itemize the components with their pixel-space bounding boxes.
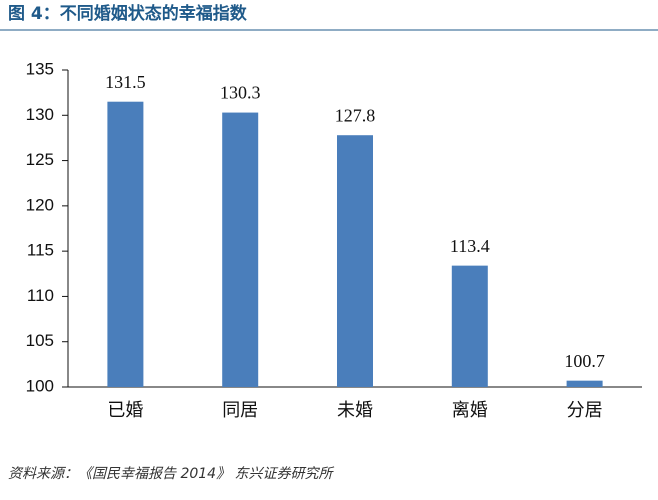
y-tick-label: 135: [26, 59, 54, 78]
chart-title: 图 4：不同婚姻状态的幸福指数: [8, 3, 248, 24]
bar: [222, 112, 259, 387]
x-tick-label: 已婚: [107, 400, 143, 421]
value-label: 131.5: [105, 72, 146, 92]
y-tick-label: 100: [26, 376, 54, 395]
y-tick-label: 105: [26, 331, 54, 350]
value-label: 113.4: [450, 236, 490, 256]
source-note: 资料来源：《国民幸福报告 2014》 东兴证券研究所: [8, 466, 335, 482]
y-tick-label: 120: [26, 195, 54, 214]
bar: [337, 135, 373, 387]
bar: [107, 101, 144, 387]
value-label: 127.8: [335, 105, 376, 125]
value-label: 130.3: [220, 83, 261, 103]
bar: [451, 265, 488, 387]
y-tick-label: 110: [27, 286, 54, 305]
y-tick-label: 115: [27, 241, 54, 260]
x-tick-label: 未婚: [337, 400, 373, 421]
y-tick-label: 130: [26, 105, 54, 124]
value-label: 100.7: [564, 351, 605, 371]
x-tick-label: 同居: [222, 400, 258, 421]
x-tick-label: 离婚: [452, 400, 488, 421]
x-tick-label: 分居: [567, 400, 603, 421]
bar: [566, 380, 603, 387]
y-tick-label: 125: [26, 150, 54, 169]
